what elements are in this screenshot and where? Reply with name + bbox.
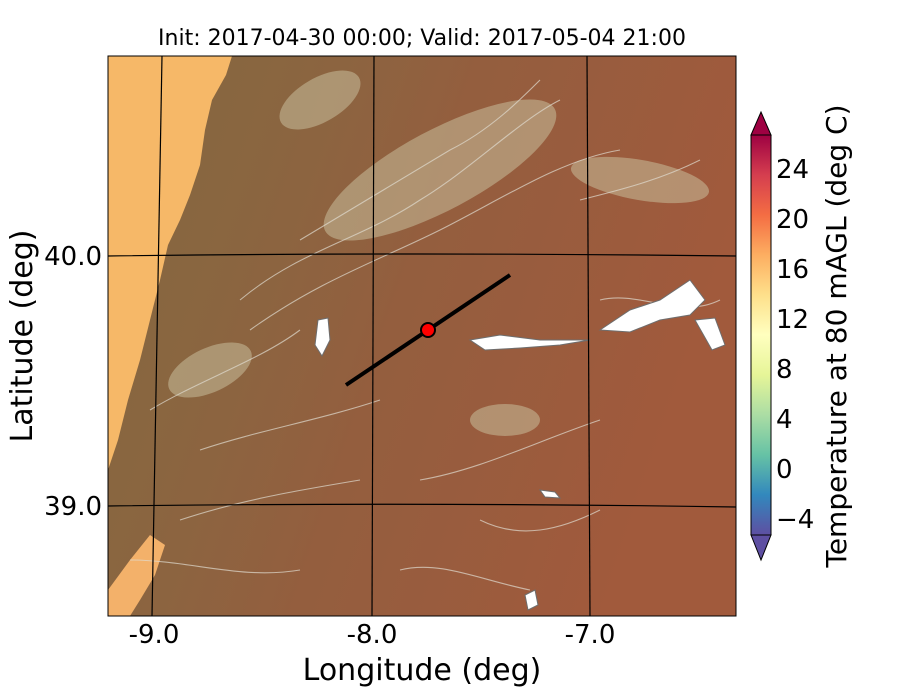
- y-axis-label: Latitude (deg): [5, 230, 40, 443]
- colorbar: 24 20 16 12 8 4 0 −4 Temperature at 80 m…: [750, 104, 853, 569]
- cbar-tick-20: 20: [776, 205, 809, 235]
- page-title: Init: 2017-04-30 00:00; Valid: 2017-05-0…: [158, 26, 686, 51]
- colorbar-extend-max: [750, 110, 772, 136]
- map-frame: [107, 55, 737, 617]
- water-bodies: [314, 279, 726, 611]
- coastal-warm-region: [108, 56, 232, 470]
- cbar-tick-8: 8: [776, 355, 793, 385]
- x-tick-labels: -9.0 -8.0 -7.0: [129, 620, 616, 650]
- highland-shading: [168, 70, 710, 436]
- cbar-tick-12: 12: [776, 305, 809, 335]
- map-area[interactable]: [108, 56, 736, 616]
- location-marker[interactable]: [420, 322, 436, 338]
- x-tick-minus8: -8.0: [347, 620, 398, 650]
- colorbar-scale: [750, 134, 772, 536]
- cbar-tick-0: 0: [776, 455, 793, 485]
- colorbar-extend-min: [750, 534, 772, 562]
- coastal-warm-region-south: [108, 535, 165, 616]
- cbar-tick-minus4: −4: [776, 505, 814, 535]
- x-axis-label: Longitude (deg): [303, 653, 542, 688]
- cbar-tick-16: 16: [776, 255, 809, 285]
- cbar-tick-4: 4: [776, 405, 793, 435]
- cbar-tick-24: 24: [776, 155, 809, 185]
- y-tick-labels: 40.0 39.0: [44, 242, 102, 522]
- colorbar-label: Temperature at 80 mAGL (deg C): [820, 104, 853, 568]
- y-tick-40: 40.0: [44, 242, 102, 272]
- graticule: [108, 56, 736, 616]
- x-tick-minus9: -9.0: [129, 620, 180, 650]
- y-tick-39: 39.0: [44, 492, 102, 522]
- x-tick-minus7: -7.0: [565, 620, 616, 650]
